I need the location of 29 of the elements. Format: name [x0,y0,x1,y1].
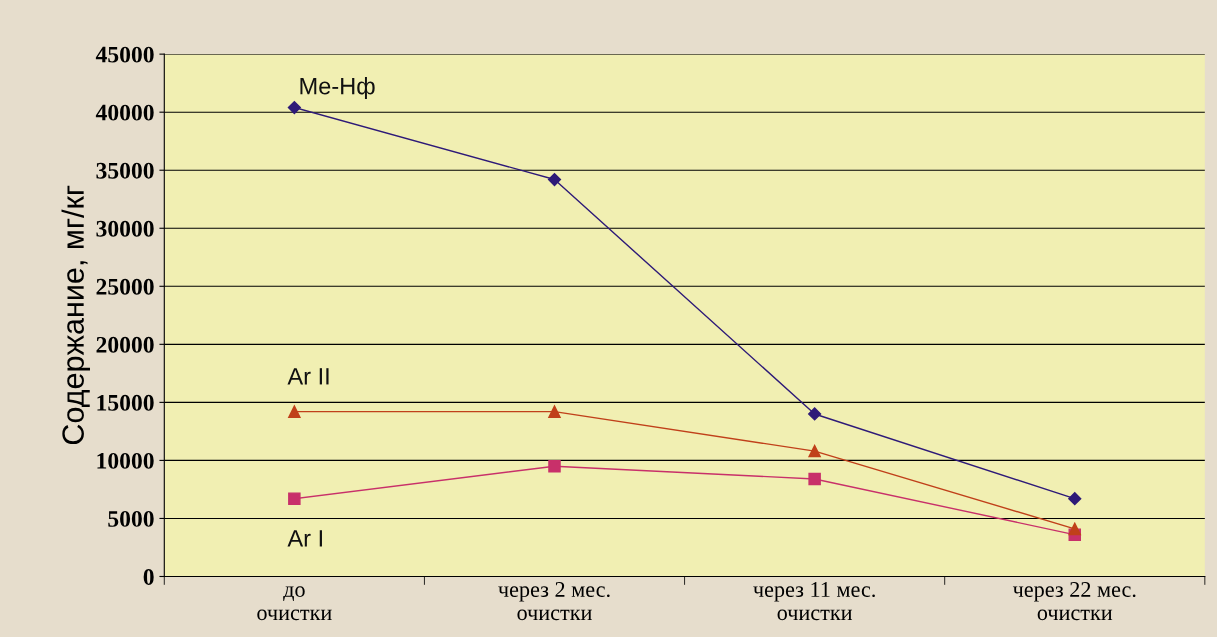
point [548,405,561,418]
series-label: Me-Нф [300,77,375,100]
x-tick-label: через 22 мес. очистки [1012,582,1136,621]
point [547,172,562,187]
y-tick-label: 5000 [108,510,154,527]
point [288,405,301,418]
y-tick-label: 10000 [97,452,154,469]
y-tick-label: 35000 [96,162,154,179]
y-axis-title: Содержание, мг/кг [61,185,90,445]
y-tick-label: 0 [143,568,154,585]
x-tick-label: до очистки [257,586,332,621]
point [808,444,821,458]
point [287,100,301,115]
point [808,407,822,421]
y-tick-label: 20000 [96,336,154,353]
series-label: Ar I [287,530,322,547]
point [288,492,301,505]
point [1068,492,1082,506]
y-tick-label: 25000 [96,278,154,295]
point [548,459,561,473]
point [1068,522,1082,536]
y-tick-label: 30000 [96,220,154,237]
x-tick-label: через 11 мес. очистки [753,582,875,621]
y-tick-label: 40000 [95,104,154,121]
x-tick-label: через 2 мес. очистки [498,582,610,621]
series-label: Ar II [287,368,329,385]
y-tick-label: 15000 [97,394,154,411]
point [808,472,821,486]
y-tick-label: 45000 [95,46,154,63]
